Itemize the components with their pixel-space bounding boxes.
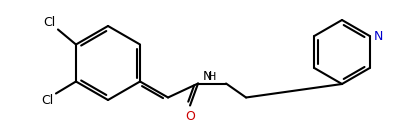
Text: Cl: Cl [44, 16, 56, 29]
Text: H: H [207, 72, 216, 81]
Text: Cl: Cl [42, 95, 54, 107]
Text: N: N [373, 30, 382, 42]
Text: N: N [202, 70, 211, 83]
Text: O: O [184, 109, 194, 123]
